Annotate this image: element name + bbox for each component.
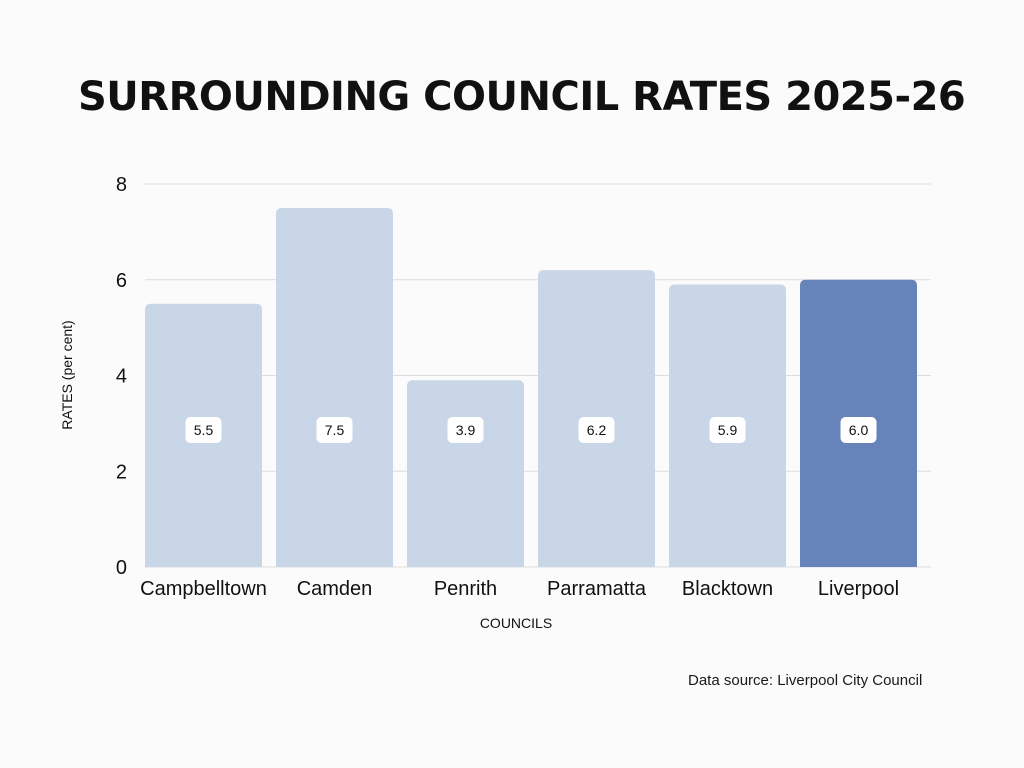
value-label: 3.9 — [456, 422, 476, 438]
value-label-bg — [709, 417, 746, 443]
x-tick-label: Blacktown — [682, 578, 773, 600]
y-tick-label: 6 — [116, 270, 127, 292]
value-label-bg — [840, 417, 877, 443]
value-label: 5.5 — [194, 422, 214, 438]
value-label-bg — [185, 417, 222, 443]
x-axis-label: COUNCILS — [480, 615, 552, 631]
bar-penrith — [407, 380, 524, 567]
data-source-note: Data source: Liverpool City Council — [688, 672, 923, 689]
y-tick-label: 2 — [116, 461, 127, 483]
value-label-bg — [316, 417, 353, 443]
x-tick-label: Penrith — [434, 578, 497, 600]
value-label-bg — [578, 417, 615, 443]
x-tick-label: Parramatta — [547, 578, 647, 600]
value-label: 6.0 — [849, 422, 869, 438]
y-axis-label: RATES (per cent) — [59, 320, 75, 429]
bar-camden — [276, 207, 393, 567]
x-tick-label: Liverpool — [818, 578, 899, 600]
y-tick-label: 0 — [116, 557, 127, 579]
chart-title: SURROUNDING COUNCIL RATES 2025-26 — [78, 74, 966, 120]
x-tick-label: Camden — [297, 578, 373, 600]
y-tick-label: 4 — [116, 366, 127, 388]
value-label: 6.2 — [587, 422, 607, 438]
value-label: 5.9 — [718, 422, 738, 438]
y-tick-label: 8 — [116, 174, 127, 196]
value-label: 7.5 — [325, 422, 345, 438]
x-tick-label: Campbelltown — [140, 578, 267, 600]
value-label-bg — [447, 417, 484, 443]
